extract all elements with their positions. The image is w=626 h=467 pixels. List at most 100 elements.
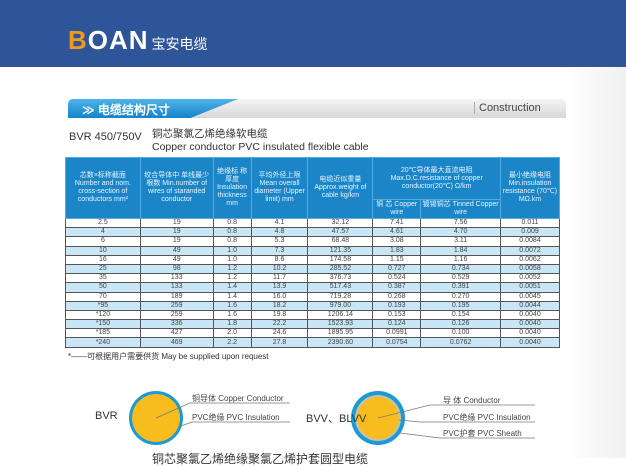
table-cell: 0.524 [372, 273, 422, 284]
table-cell: 4.8 [250, 227, 309, 238]
construction-table: 芯数×标称截面 Number and nom. cross-section of… [65, 157, 560, 348]
table-cell: 2.2 [212, 337, 252, 348]
table-row: 25 98 1.2 10.2 285.52 0.727 0.734 0.0058 [65, 263, 560, 275]
table-cell: 49 [139, 245, 214, 256]
table-cell: 1.4 [212, 291, 252, 302]
table-cell: 49 [139, 254, 214, 265]
col-subheader: 镀锡铜芯 Tinned Copper wire [420, 199, 502, 219]
table-cell: 0.011 [500, 217, 560, 229]
table-cell: 7.56 [420, 217, 502, 229]
table-cell: 4.61 [372, 227, 422, 238]
next-section-title: 铜芯聚氯乙烯绝缘聚氯乙烯护套圆型电缆 [152, 452, 369, 466]
table-cell: 11.7 [250, 273, 309, 284]
table-cell: 98 [139, 263, 214, 275]
table-cell: 70 [65, 291, 141, 302]
table-cell: 7.3 [250, 245, 309, 256]
table-cell: 0.100 [420, 328, 502, 339]
col-subheader: 铜 芯 Copper wire [372, 199, 422, 219]
table-cell: 0.0058 [500, 263, 560, 275]
table-cell: 1.15 [372, 254, 422, 265]
table-cell: 0.0040 [500, 309, 560, 321]
table-cell: 517.43 [307, 282, 374, 293]
table-cell: 1.2 [212, 263, 252, 275]
brand-logo: BOAN 宝安电缆 [68, 25, 208, 55]
table-row: *150 336 1.8 22.2 1523.93 0.124 0.126 0.0040 [65, 319, 560, 330]
product-model: BVR 450/750V [69, 131, 142, 143]
table-cell: 4 [65, 227, 141, 238]
table-cell: 1.2 [212, 273, 252, 284]
table-cell: 3.11 [420, 236, 502, 247]
table-cell: 10.2 [250, 263, 309, 275]
table-cell: 19 [139, 236, 214, 247]
table-cell: 6 [65, 236, 141, 247]
table-row: 4 19 0.8 4.8 47.57 4.61 4.70 0.009 [65, 227, 560, 238]
table-cell: 1.84 [420, 245, 502, 256]
col-header: 平均外径上限 Mean overall diameter (Upper limi… [250, 157, 309, 219]
table-cell: 0.153 [372, 309, 422, 321]
col-header: 芯数×标称截面 Number and nom. cross-section of… [65, 157, 141, 219]
table-cell: 0.734 [420, 263, 502, 275]
table-row: *240 469 2.2 27.8 2390.60 0.0754 0.0762 0.0040 [65, 337, 560, 348]
table-cell: 4.70 [420, 227, 502, 238]
table-cell: 427 [139, 328, 214, 339]
table-cell: 0.268 [372, 291, 422, 302]
col-header: 绞合导体中 单线最少根数 Min.number of wires of star… [139, 157, 214, 219]
table-cell: 979.00 [307, 300, 374, 311]
table-row: *95 259 1.6 18.2 979.00 0.193 0.195 0.0044 [65, 300, 560, 311]
table-row: *185 427 2.0 24.6 1895.95 0.0991 0.100 0.0040 [65, 328, 560, 339]
col-header: 绝缘标 称厚度 Insulation thickness mm [212, 157, 252, 219]
table-cell: 68.48 [307, 236, 374, 247]
table-cell: 10 [65, 245, 141, 256]
table-cell: 0.8 [212, 217, 252, 229]
table-cell: 19 [139, 217, 214, 229]
table-cell: 19.8 [250, 309, 309, 321]
product-description: 铜芯聚氯乙烯绝缘软电缆 Copper conductor PVC insulat… [152, 128, 369, 153]
table-cell: 1523.93 [307, 319, 374, 330]
table-cell: 259 [139, 300, 214, 311]
table-row: 70 189 1.4 16.0 719.28 0.268 0.270 0.0045 [65, 291, 560, 302]
table-row: 10 49 1.0 7.3 121.35 1.83 1.84 0.0072 [65, 245, 560, 256]
table-cell: 133 [139, 282, 214, 293]
table-cell: 0.8 [212, 236, 252, 247]
table-cell: 3.08 [372, 236, 422, 247]
table-cell: 8.6 [250, 254, 309, 265]
table-cell: 0.0062 [500, 254, 560, 265]
table-cell: 27.8 [250, 337, 309, 348]
table-cell: 259 [139, 309, 214, 321]
table-cell: 13.9 [250, 282, 309, 293]
table-cell: 0.124 [372, 319, 422, 330]
table-cell: 1.6 [212, 300, 252, 311]
table-cell: 5.3 [250, 236, 309, 247]
table-cell: 1206.14 [307, 309, 374, 321]
table-cell: 0.0044 [500, 300, 560, 311]
table-cell: *240 [65, 337, 141, 348]
table-cell: 50 [65, 282, 141, 293]
table-cell: 1.0 [212, 254, 252, 265]
section-bar: ≫ 电缆结构尺寸 Construction [68, 99, 566, 118]
table-cell: 0.529 [420, 273, 502, 284]
table-cell: 0.126 [420, 319, 502, 330]
table-cell: 336 [139, 319, 214, 330]
table-cell: 1.4 [212, 282, 252, 293]
table-cell: 1895.95 [307, 328, 374, 339]
table-cell: *95 [65, 300, 141, 311]
table-row: 50 133 1.4 13.9 517.43 0.387 0.391 0.0051 [65, 282, 560, 293]
table-cell: 18.2 [250, 300, 309, 311]
table-cell: 285.52 [307, 263, 374, 275]
table-cell: 2390.60 [307, 337, 374, 348]
table-cell: 1.8 [212, 319, 252, 330]
brand-name: 宝安电缆 [151, 36, 208, 52]
page-shade [566, 67, 626, 458]
table-cell: 19 [139, 227, 214, 238]
table-cell: 25 [65, 263, 141, 275]
col-header: 20℃导体最大直流电阻 Max.D.C.resistance of copper… [372, 157, 502, 200]
table-cell: 22.2 [250, 319, 309, 330]
table-cell: 719.28 [307, 291, 374, 302]
table-cell: 0.270 [420, 291, 502, 302]
table-cell: 47.57 [307, 227, 374, 238]
table-cell: 2.0 [212, 328, 252, 339]
table-cell: 0.0040 [500, 337, 560, 348]
table-cell: 0.0052 [500, 273, 560, 284]
table-cell: 16.0 [250, 291, 309, 302]
table-cell: 0.391 [420, 282, 502, 293]
